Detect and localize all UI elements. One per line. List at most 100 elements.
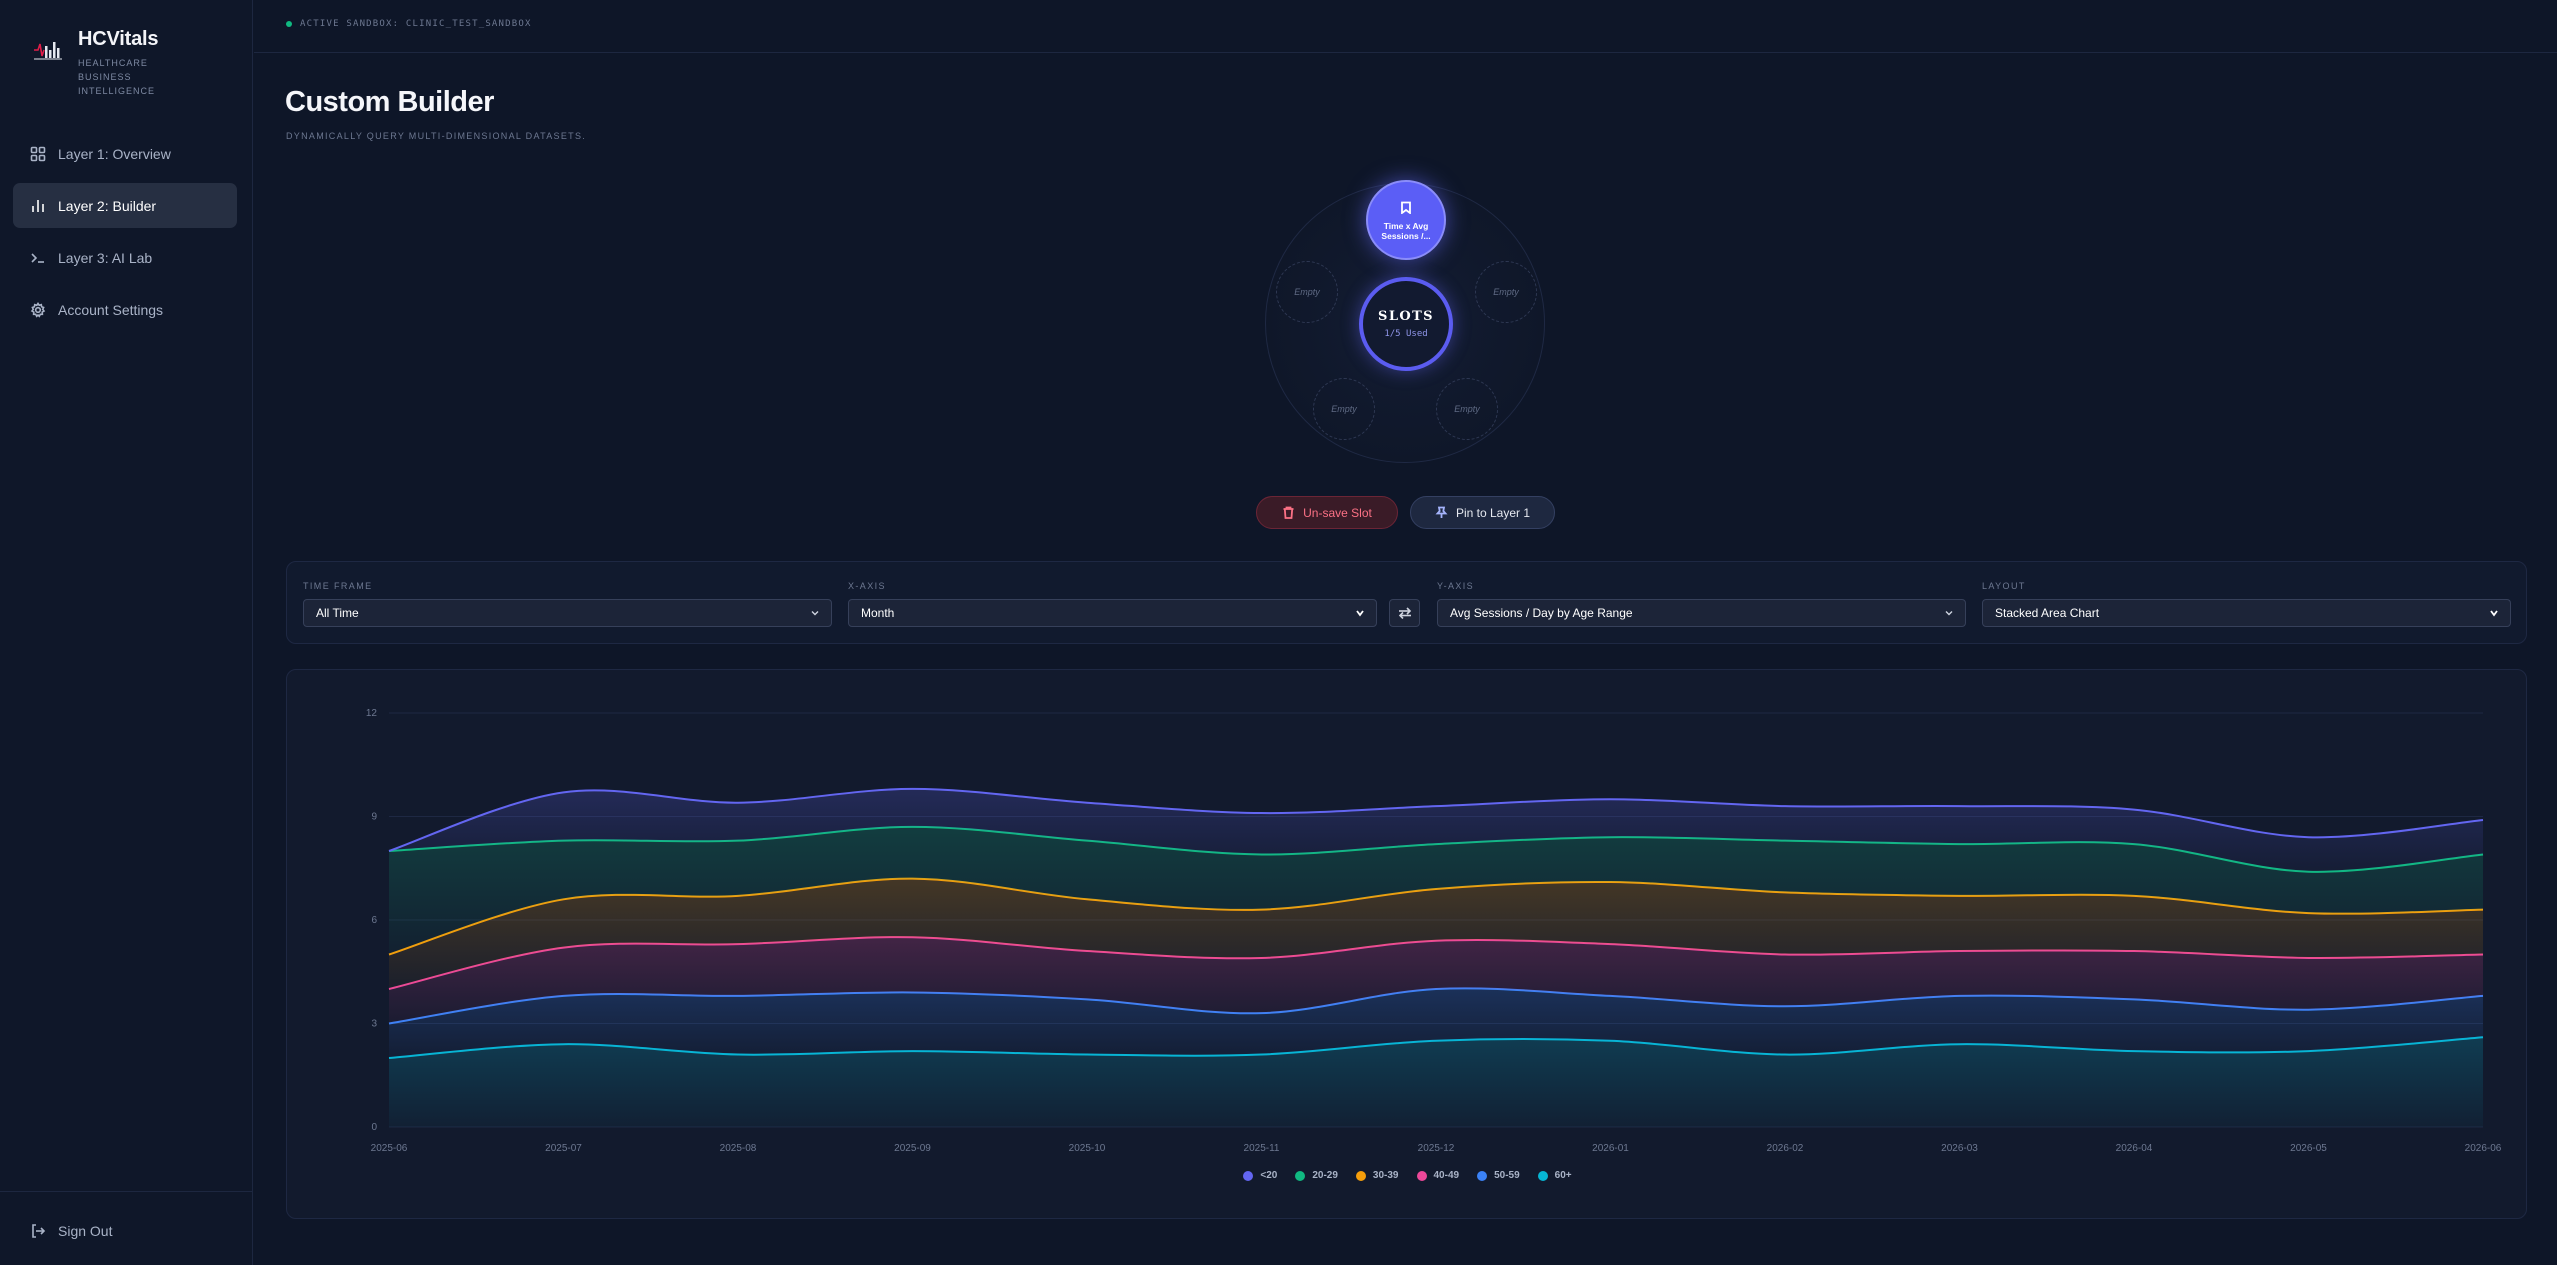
sign-out-button[interactable]: Sign Out — [30, 1223, 112, 1239]
x-axis-label: X-AXIS — [848, 581, 886, 591]
stacked-area-chart: 0 3 6 9 12 2025-06 2025-07 2025-08 2025-09 2025-1… — [366, 708, 2502, 1154]
slots-usage: 1/5 Used — [1384, 329, 1428, 339]
legend-label: 50-59 — [1494, 1170, 1520, 1181]
legend-item[interactable]: 20-29 — [1295, 1170, 1338, 1181]
slot-filled-label-2: Sessions /... — [1381, 231, 1431, 241]
bookmark-icon — [1401, 201, 1411, 215]
pin-to-layer-button[interactable]: Pin to Layer 1 — [1410, 496, 1555, 529]
layout-select[interactable]: Stacked Area Chart — [1982, 599, 2511, 627]
sidebar-nav: Layer 1: Overview Layer 2: Builder Layer… — [13, 131, 237, 339]
chart-panel: 0 3 6 9 12 2025-06 2025-07 2025-08 2025-09 2025-1… — [286, 669, 2527, 1219]
sidebar-footer: Sign Out — [0, 1191, 253, 1265]
page-title: Custom Builder — [285, 86, 494, 118]
y-axis-select[interactable]: Avg Sessions / Day by Age Range — [1437, 599, 1966, 627]
chevron-down-icon — [811, 611, 819, 616]
legend-swatch — [1295, 1170, 1306, 1181]
chart-legend: <20 20-29 30-39 40-49 50-59 60+ — [287, 1170, 2528, 1181]
legend-item[interactable]: 40-49 — [1416, 1170, 1460, 1181]
y-axis-label: Y-AXIS — [1437, 581, 1475, 591]
legend-label: <20 — [1260, 1170, 1278, 1181]
slot-filled-label-1: Time x Avg — [1383, 221, 1429, 231]
legend-swatch — [1477, 1170, 1488, 1181]
x-tick-label: 2025-12 — [1418, 1143, 1455, 1154]
sidebar-item-label: Layer 2: Builder — [58, 197, 157, 214]
legend-item[interactable]: <20 — [1243, 1170, 1277, 1181]
page-subtitle: DYNAMICALLY QUERY MULTI-DIMENSIONAL DATA… — [286, 131, 587, 141]
y-tick-label: 9 — [371, 812, 377, 823]
y-tick-label: 6 — [371, 915, 377, 926]
sidebar-item-ai-lab[interactable]: Layer 3: AI Lab — [13, 235, 237, 280]
terminal-icon — [31, 252, 44, 263]
x-tick-label: 2026-02 — [1767, 1143, 1804, 1154]
bar-chart-icon — [32, 199, 44, 212]
slot-empty-bottom-right[interactable]: Empty — [1436, 378, 1498, 440]
legend-swatch — [1243, 1170, 1254, 1181]
sidebar-item-account-settings[interactable]: Account Settings — [13, 287, 237, 332]
area-<20 — [389, 788, 2483, 872]
x-tick-label: 2026-03 — [1941, 1143, 1978, 1154]
legend-label: 20-29 — [1312, 1170, 1338, 1181]
x-tick-label: 2026-06 — [2465, 1143, 2502, 1154]
slots-hub: SLOTS 1/5 Used — [1359, 277, 1453, 371]
x-axis-value: Month — [861, 606, 895, 620]
series-line-<20 — [388, 787, 2484, 852]
sidebar-item-label: Account Settings — [58, 301, 164, 318]
x-tick-label: 2026-01 — [1592, 1143, 1629, 1154]
status-dot-icon — [286, 21, 292, 27]
swap-axes-button[interactable] — [1389, 599, 1420, 627]
top-bar: ACTIVE SANDBOX: CLINIC_TEST_SANDBOX — [254, 0, 2557, 53]
pin-to-layer-label: Pin to Layer 1 — [1455, 505, 1531, 520]
legend-label: 30-39 — [1372, 1170, 1399, 1181]
sidebar: HCVitals HEALTHCARE BUSINESS INTELLIGENC… — [0, 0, 253, 1265]
time-frame-value: All Time — [316, 606, 359, 620]
unsave-slot-button[interactable]: Un-save Slot — [1256, 496, 1398, 529]
x-axis-select[interactable]: Month — [848, 599, 1377, 627]
active-sandbox-indicator: ACTIVE SANDBOX: CLINIC_TEST_SANDBOX — [286, 19, 532, 29]
legend-swatch — [1355, 1170, 1366, 1181]
chevron-down-icon — [2490, 610, 2498, 617]
layout-value: Stacked Area Chart — [1995, 606, 2100, 620]
chevron-down-icon — [1945, 611, 1953, 616]
slots-title: SLOTS — [1378, 309, 1434, 324]
legend-swatch — [1537, 1170, 1548, 1181]
legend-item[interactable]: 60+ — [1537, 1170, 1572, 1181]
legend-label: 60+ — [1554, 1170, 1572, 1181]
x-tick-label: 2025-08 — [720, 1143, 757, 1154]
gear-icon — [30, 301, 46, 318]
x-tick-label: 2026-05 — [2290, 1143, 2327, 1154]
sidebar-item-overview[interactable]: Layer 1: Overview — [13, 131, 237, 176]
legend-label: 40-49 — [1433, 1170, 1460, 1181]
chevron-down-icon — [1356, 610, 1364, 617]
legend-item[interactable]: 50-59 — [1477, 1170, 1520, 1181]
legend-item[interactable]: 30-39 — [1355, 1170, 1399, 1181]
sign-out-label: Sign Out — [58, 1223, 113, 1239]
slot-empty-label: Empty — [1454, 404, 1480, 414]
sidebar-item-builder[interactable]: Layer 2: Builder — [13, 183, 237, 228]
brand: HCVitals HEALTHCARE BUSINESS INTELLIGENC… — [32, 28, 198, 98]
x-tick-label: 2025-11 — [1244, 1143, 1280, 1154]
area-50-59 — [389, 988, 2483, 1058]
y-tick-label: 12 — [366, 708, 378, 719]
swap-icon — [1398, 607, 1411, 619]
layout-label: LAYOUT — [1982, 581, 2026, 591]
area-60+ — [389, 1037, 2483, 1127]
unsave-slot-label: Un-save Slot — [1303, 505, 1372, 520]
slot-empty-left[interactable]: Empty — [1276, 261, 1338, 323]
query-controls: TIME FRAME All Time X-AXIS Month Y-AXIS … — [286, 561, 2527, 644]
y-tick-label: 0 — [371, 1122, 377, 1133]
x-tick-label: 2025-09 — [894, 1143, 931, 1154]
logo-icon — [32, 28, 64, 68]
brand-subtitle: HEALTHCARE BUSINESS INTELLIGENCE — [78, 58, 156, 96]
slot-empty-right[interactable]: Empty — [1475, 261, 1537, 323]
area-40-49 — [389, 937, 2483, 1024]
sign-out-icon — [32, 1224, 46, 1238]
y-axis-value: Avg Sessions / Day by Age Range — [1450, 606, 1633, 620]
slot-empty-bottom-left[interactable]: Empty — [1313, 378, 1375, 440]
x-tick-label: 2025-07 — [545, 1143, 582, 1154]
slot-empty-label: Empty — [1331, 404, 1357, 414]
pin-icon — [1435, 506, 1448, 518]
time-frame-select[interactable]: All Time — [303, 599, 832, 627]
slot-empty-label: Empty — [1493, 287, 1519, 297]
sidebar-item-label: Layer 3: AI Lab — [58, 249, 153, 266]
slot-filled[interactable]: Time x Avg Sessions /... — [1366, 180, 1446, 260]
